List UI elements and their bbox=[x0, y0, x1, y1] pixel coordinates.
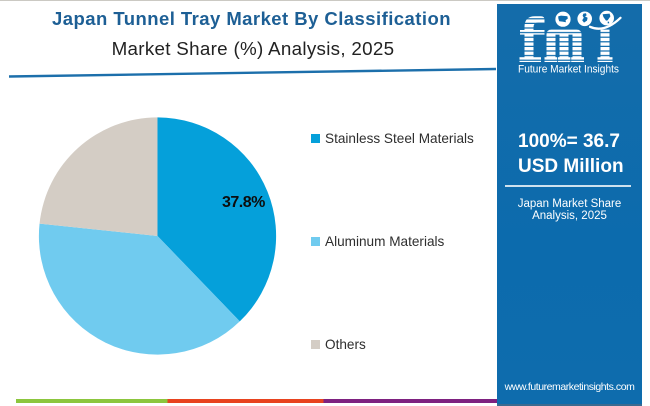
svg-text:Future Market Insights: Future Market Insights bbox=[518, 63, 619, 75]
